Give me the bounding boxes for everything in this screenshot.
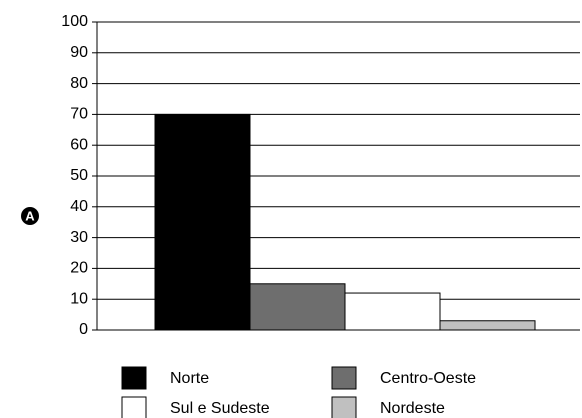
- legend-swatch: [331, 396, 357, 418]
- y-tick-label: 60: [70, 136, 88, 153]
- bar: [154, 113, 251, 331]
- legend-label: Nordeste: [380, 400, 445, 417]
- legend-swatch: [121, 366, 147, 390]
- legend-swatch: [331, 366, 357, 390]
- y-tick-label: 10: [70, 290, 88, 307]
- y-tick-label: 80: [70, 75, 88, 92]
- legend-swatch: [121, 396, 147, 418]
- annotation-badge: [21, 207, 39, 225]
- bar: [439, 320, 536, 331]
- y-tick-label: 70: [70, 106, 88, 123]
- y-tick-label: 50: [70, 167, 88, 184]
- bar: [249, 283, 346, 331]
- y-tick-label: 40: [70, 198, 88, 215]
- legend-label: Sul e Sudeste: [170, 400, 270, 417]
- bar: [344, 292, 441, 331]
- y-tick-label: 20: [70, 260, 88, 277]
- legend-label: Norte: [170, 370, 209, 387]
- y-tick-label: 90: [70, 44, 88, 61]
- legend-label: Centro-Oeste: [380, 370, 476, 387]
- y-tick-label: 100: [61, 13, 88, 30]
- y-tick-label: 0: [79, 321, 88, 338]
- annotation: A: [25, 208, 35, 223]
- y-tick-label: 30: [70, 229, 88, 246]
